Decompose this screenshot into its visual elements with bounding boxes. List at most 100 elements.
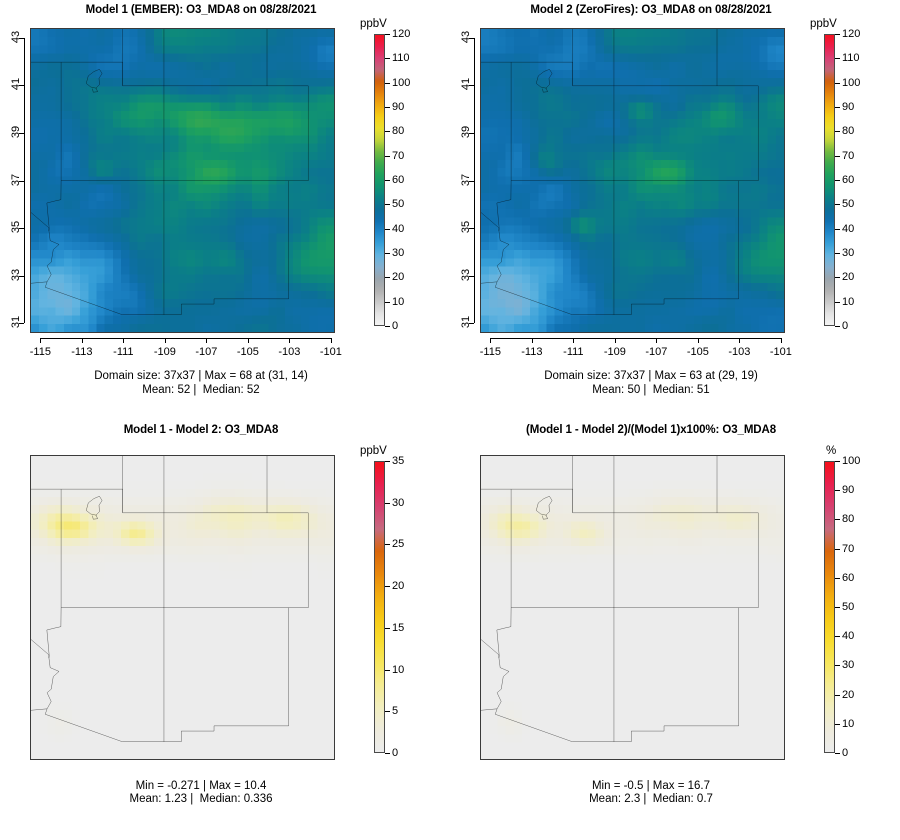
y-axis-tick (19, 275, 24, 277)
x-axis-line (490, 338, 781, 339)
colorbar-tick (385, 204, 390, 206)
x-axis-tick-label: -109 (153, 346, 176, 358)
colorbar-tick (385, 34, 390, 35)
colorbar-tick (835, 228, 840, 230)
y-axis-tick (469, 85, 474, 87)
colorbar-tick-label: 40 (842, 222, 855, 235)
colorbar-tick-label: 20 (842, 271, 855, 284)
colorbar-unit-label: % (826, 445, 837, 457)
x-axis-tick (81, 338, 83, 343)
colorbar-tick (835, 180, 840, 181)
panel-model2-title: Model 2 (ZeroFires): O3_MDA8 on 08/28/20… (530, 4, 772, 16)
colorbar-tick-label: 60 (842, 571, 855, 584)
colorbar-tick-label: 50 (842, 198, 855, 211)
x-axis-tick-label: -113 (521, 346, 543, 358)
colorbar-tick (385, 180, 390, 181)
colorbar-tick-label: 90 (842, 101, 855, 113)
panel-model2-caption-line2: Mean: 50 | Median: 51 (592, 384, 710, 396)
x-axis-tick-label: -109 (603, 346, 626, 358)
x-axis-tick (656, 338, 658, 343)
colorbar-tick-label: 50 (842, 601, 855, 613)
panel-pctdiff-title: (Model 1 - Model 2)/(Model 1)x100%: O3_M… (525, 424, 777, 436)
colorbar-tick-label: 80 (842, 125, 855, 138)
map-pctdiff[interactable] (480, 455, 785, 760)
colorbar-tick (835, 326, 840, 327)
colorbar-tick (385, 82, 390, 84)
y-axis-tick-label: 39 (460, 125, 472, 138)
colorbar-ticks: 0 10 20 30 40 50 60 70 80 90 100 110 120 (385, 28, 425, 332)
colorbar-tick-label: 80 (392, 125, 405, 138)
y-axis-tick-label: 39 (10, 125, 22, 138)
y-axis-tick (19, 180, 24, 182)
colorbar-tick-label: 10 (392, 295, 405, 308)
colorbar-gradient (824, 34, 835, 326)
colorbar-unit-label: ppbV (360, 18, 387, 30)
colorbar-tick-label: 70 (842, 542, 855, 555)
panel-model2-caption-line1: Domain size: 37x37 | Max = 63 at (29, 19… (544, 370, 758, 382)
x-axis-tick (330, 338, 332, 343)
x-axis-tick-label: -103 (278, 346, 301, 358)
panel-absolute-difference: Model 1 - Model 2: O3_MDA8 Min = -0.271 … (0, 420, 450, 840)
x-axis-tick (573, 338, 575, 343)
y-axis-tick (469, 275, 474, 277)
colorbar-tick-label: 120 (392, 28, 411, 40)
x-axis-tick-label: -107 (645, 346, 668, 358)
colorbar-tick-label: 0 (842, 747, 849, 759)
colorbar-tick (835, 204, 840, 206)
state-borders-absdiff (31, 456, 334, 759)
x-axis-tick-label: -111 (563, 346, 584, 358)
panel-absdiff-title: Model 1 - Model 2: O3_MDA8 (123, 424, 279, 436)
colorbar-tick (835, 253, 840, 254)
panel-model1-title: Model 1 (EMBER): O3_MDA8 on 08/28/2021 (85, 4, 317, 16)
colorbar-tick-label: 5 (392, 705, 399, 718)
x-axis-tick (614, 338, 616, 343)
map-model1[interactable] (30, 28, 335, 333)
x-axis-tick-label: -115 (29, 346, 51, 358)
colorbar-tick-label: 40 (842, 630, 855, 643)
colorbar-ticks: 0 10 20 30 40 50 60 70 80 90 100 110 120 (835, 28, 875, 332)
colorbar-tick (385, 58, 390, 60)
colorbar-tick (835, 665, 840, 667)
colorbar-tick-label: 100 (842, 455, 861, 467)
panel-absdiff-caption-line2: Mean: 1.23 | Median: 0.336 (129, 793, 273, 805)
colorbar-tick (835, 577, 840, 579)
x-axis-tick (490, 338, 492, 343)
colorbar-tick (385, 253, 390, 254)
colorbar-tick (835, 753, 840, 754)
y-axis-tick-label: 37 (460, 173, 472, 186)
colorbar-tick-label: 20 (842, 688, 855, 701)
colorbar-gradient (374, 461, 385, 753)
x-axis-tick-label: -105 (236, 346, 259, 358)
y-axis-tick (469, 180, 474, 182)
y-axis-tick (19, 323, 24, 325)
colorbar-tick (835, 58, 840, 60)
colorbar-gradient (374, 34, 385, 326)
y-axis-tick-label: 37 (10, 173, 22, 186)
y-axis-tick (469, 323, 474, 325)
colorbar-tick-label: 100 (392, 76, 411, 89)
y-axis-tick (19, 132, 24, 134)
colorbar-tick-label: 40 (392, 222, 405, 235)
x-axis-tick (739, 338, 741, 343)
colorbar-tick-label: 120 (842, 28, 861, 40)
colorbar-tick (835, 636, 840, 638)
colorbar-tick (835, 301, 840, 303)
colorbar-tick (835, 607, 840, 608)
map-absdiff[interactable] (30, 455, 335, 760)
colorbar-tick (835, 694, 840, 696)
colorbar-tick (385, 301, 390, 303)
colorbar-tick (835, 131, 840, 133)
colorbar-tick (385, 155, 390, 157)
y-axis-tick (19, 228, 24, 230)
map-model2[interactable] (480, 28, 785, 333)
x-axis-tick (247, 338, 249, 343)
y-axis-tick-label: 35 (10, 221, 22, 234)
x-axis-tick-label: -101 (769, 346, 792, 358)
colorbar-tick (385, 586, 390, 588)
x-axis-tick-label: -107 (195, 346, 218, 358)
colorbar-tick (385, 544, 390, 546)
y-axis-tick-label: 31 (460, 316, 472, 329)
colorbar-tick (385, 711, 390, 713)
x-axis-tick (780, 338, 782, 343)
colorbar-tick-label: 0 (842, 320, 849, 332)
